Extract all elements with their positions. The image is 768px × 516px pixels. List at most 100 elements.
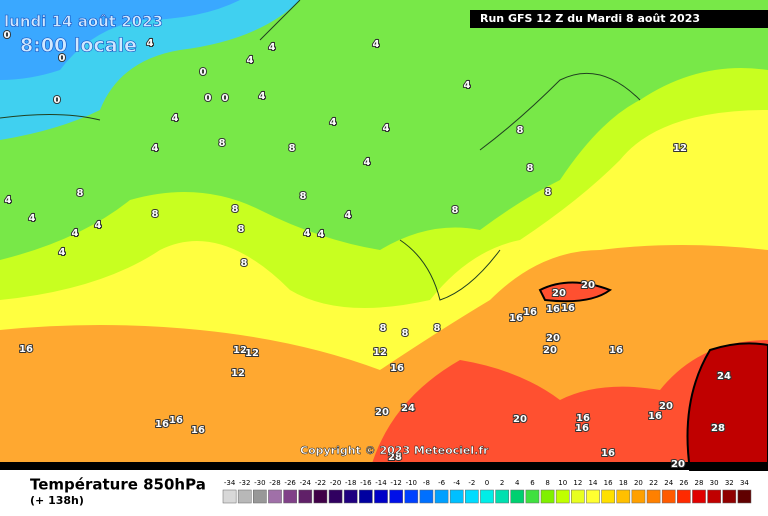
colorbar-swatch [284,490,297,503]
contour-label: 20 [671,459,685,470]
contour-label: 12 [231,368,245,379]
colorbar-label: -4 [453,479,461,487]
contour-label: 4 [373,39,380,50]
colorbar-label: -24 [300,479,312,487]
contour-label: 24 [717,371,731,382]
colorbar-swatch [496,490,509,503]
contour-label: 8 [152,209,159,220]
colorbar-label: 16 [604,479,613,487]
contour-label: 4 [269,42,276,53]
contour-label: 4 [147,38,154,49]
colorbar-label: -10 [406,479,417,487]
colorbar-swatch [723,490,736,503]
colorbar-swatch [677,490,690,503]
colorbar: -34-32-30-28-26-24-22-20-18-16-14-12-10-… [223,479,751,503]
colorbar-swatch [647,490,660,503]
colorbar-label: -18 [345,479,356,487]
colorbar-swatch [480,490,493,503]
contour-label: 8 [241,258,248,269]
contour-label: 4 [318,229,325,240]
colorbar-label: -12 [390,479,401,487]
colorbar-swatch [238,490,251,503]
colorbar-swatch [359,490,372,503]
contour-label: 16 [523,307,537,318]
contour-label: 0 [222,93,229,104]
time-label: 8:00 locale [20,35,137,57]
contour-label: 20 [546,333,560,344]
colorbar-swatch [268,490,281,503]
colorbar-label: 26 [679,479,688,487]
contour-label: 4 [383,123,390,134]
contour-label: 0 [200,67,207,78]
colorbar-label: -2 [468,479,475,487]
contour-label: 12 [245,348,259,359]
colorbar-label: 8 [545,479,549,487]
contour-label: 8 [219,138,226,149]
contour-label: 28 [711,423,725,434]
colorbar-swatch [405,490,418,503]
colorbar-label: -26 [284,479,296,487]
contour-label: 4 [247,55,254,66]
colorbar-swatch [541,490,554,503]
colorbar-label: 14 [589,479,598,487]
colorbar-swatch [632,490,645,503]
contour-label: 8 [402,328,409,339]
colorbar-label: -28 [269,479,280,487]
contour-label: 16 [601,448,615,459]
contour-label: 0 [4,30,11,41]
contour-label: 20 [375,407,389,418]
contour-label: 8 [238,224,245,235]
colorbar-label: -6 [438,479,446,487]
contour-label: 8 [380,323,387,334]
contour-label: 24 [401,403,415,414]
footer-title: Température 850hPa [30,476,206,494]
colorbar-label: -16 [360,479,372,487]
contour-label: 8 [289,143,296,154]
contour-label: 0 [54,95,61,106]
contour-label: 16 [648,411,662,422]
contour-label: 16 [169,415,183,426]
colorbar-label: -14 [375,479,387,487]
contour-label: 4 [464,80,471,91]
contour-label: 8 [452,205,459,216]
colorbar-label: -22 [315,479,326,487]
colorbar-swatch [435,490,448,503]
colorbar-swatch [738,490,751,503]
contour-label: 4 [345,210,352,221]
colorbar-label: 20 [634,479,643,487]
contour-label: 20 [543,345,557,356]
colorbar-label: 28 [695,479,704,487]
contour-label: 4 [259,91,266,102]
colorbar-swatch [253,490,266,503]
colorbar-swatch [344,490,357,503]
contour-label: 8 [300,191,307,202]
colorbar-swatch [329,490,342,503]
contour-label: 4 [304,228,311,239]
colorbar-label: -20 [330,479,341,487]
colorbar-swatch [465,490,478,503]
colorbar-swatch [556,490,569,503]
contour-label: 16 [390,363,404,374]
colorbar-label: 6 [530,479,535,487]
contour-label: 8 [517,125,524,136]
contour-label: 20 [513,414,527,425]
contour-label: 4 [29,213,36,224]
contour-label: 8 [232,204,239,215]
colorbar-swatch [390,490,403,503]
contour-label: 16 [155,419,169,430]
contour-label: 16 [191,425,205,436]
colorbar-label: -8 [423,479,430,487]
contour-label: 20 [581,280,595,291]
contour-label: 16 [19,344,33,355]
colorbar-swatch [450,490,463,503]
colorbar-label: -32 [239,479,250,487]
colorbar-label: 4 [515,479,520,487]
contour-label: 16 [509,313,523,324]
contour-label: 8 [77,188,84,199]
colorbar-label: 10 [558,479,567,487]
colorbar-swatch [617,490,630,503]
contour-label: 4 [330,117,337,128]
footer-lead: (+ 138h) [30,494,84,507]
colorbar-swatch [662,490,675,503]
copyright: Copyright © 2023 Meteociel.fr [300,444,489,457]
